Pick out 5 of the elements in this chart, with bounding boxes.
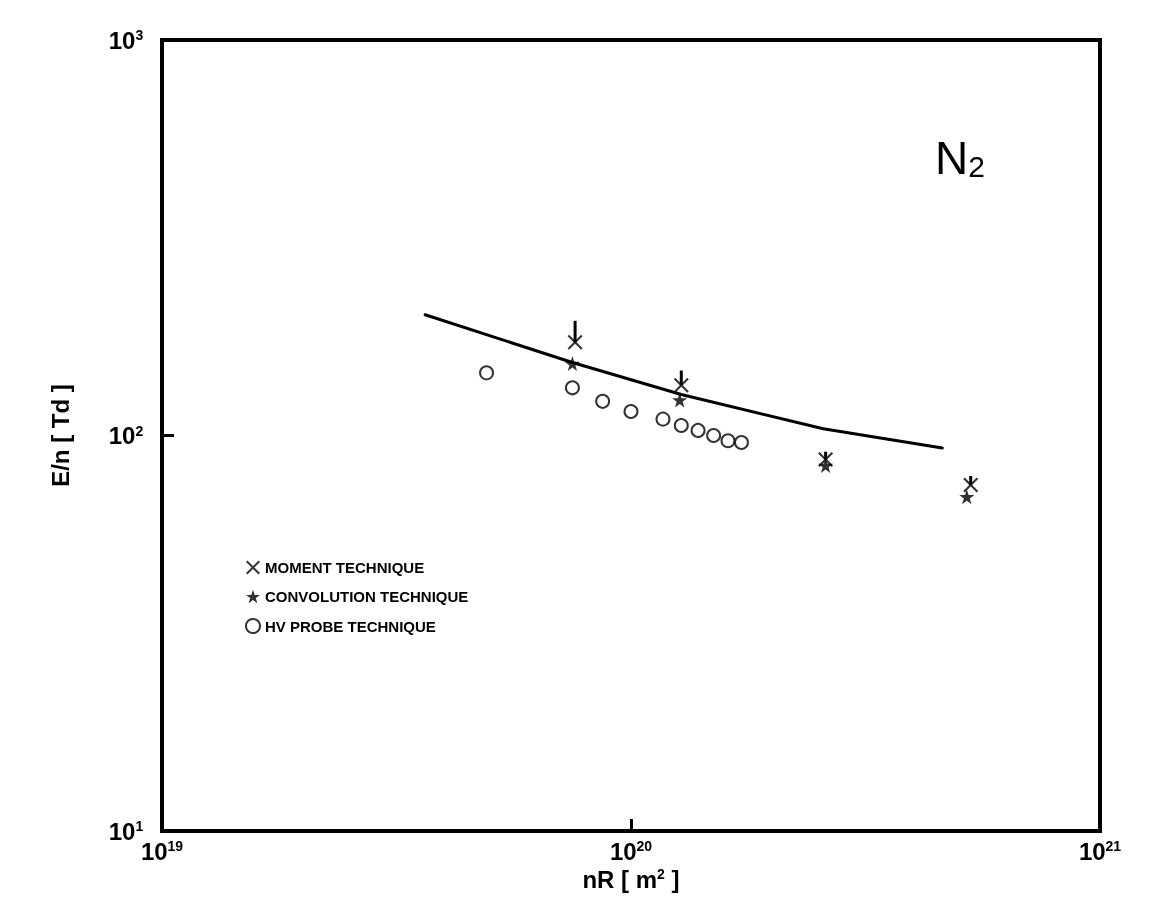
y-axis-title: E/n [ Td ] <box>46 384 74 487</box>
annotation: N2 <box>935 132 985 184</box>
legend-label: CONVOLUTION TECHNIQUE <box>265 588 469 605</box>
legend-label: HV PROBE TECHNIQUE <box>265 617 436 635</box>
legend-label: MOMENT TECHNIQUE <box>265 559 425 576</box>
